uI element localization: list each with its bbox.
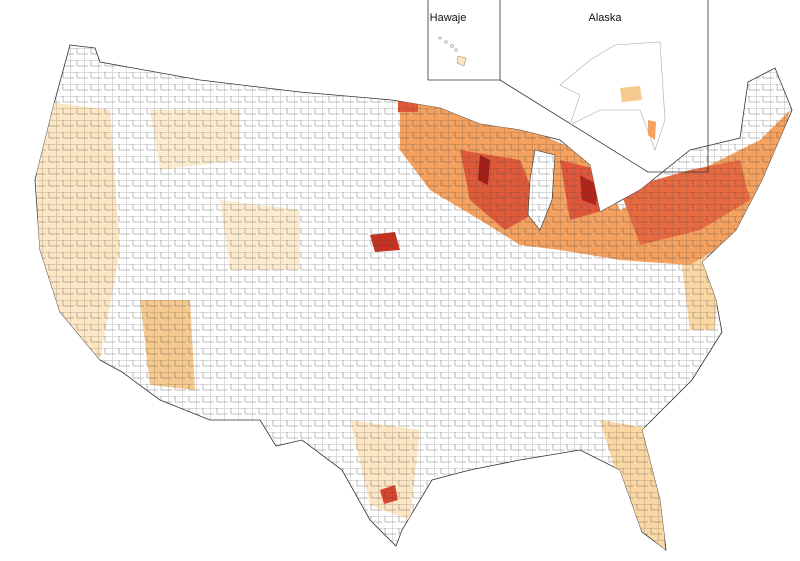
inset-label: Alaska xyxy=(588,12,622,24)
inset-label: Hawaje xyxy=(430,12,467,24)
alaska-inset: Alaska xyxy=(499,0,709,173)
hawaii-inset: Hawaje xyxy=(427,0,500,81)
